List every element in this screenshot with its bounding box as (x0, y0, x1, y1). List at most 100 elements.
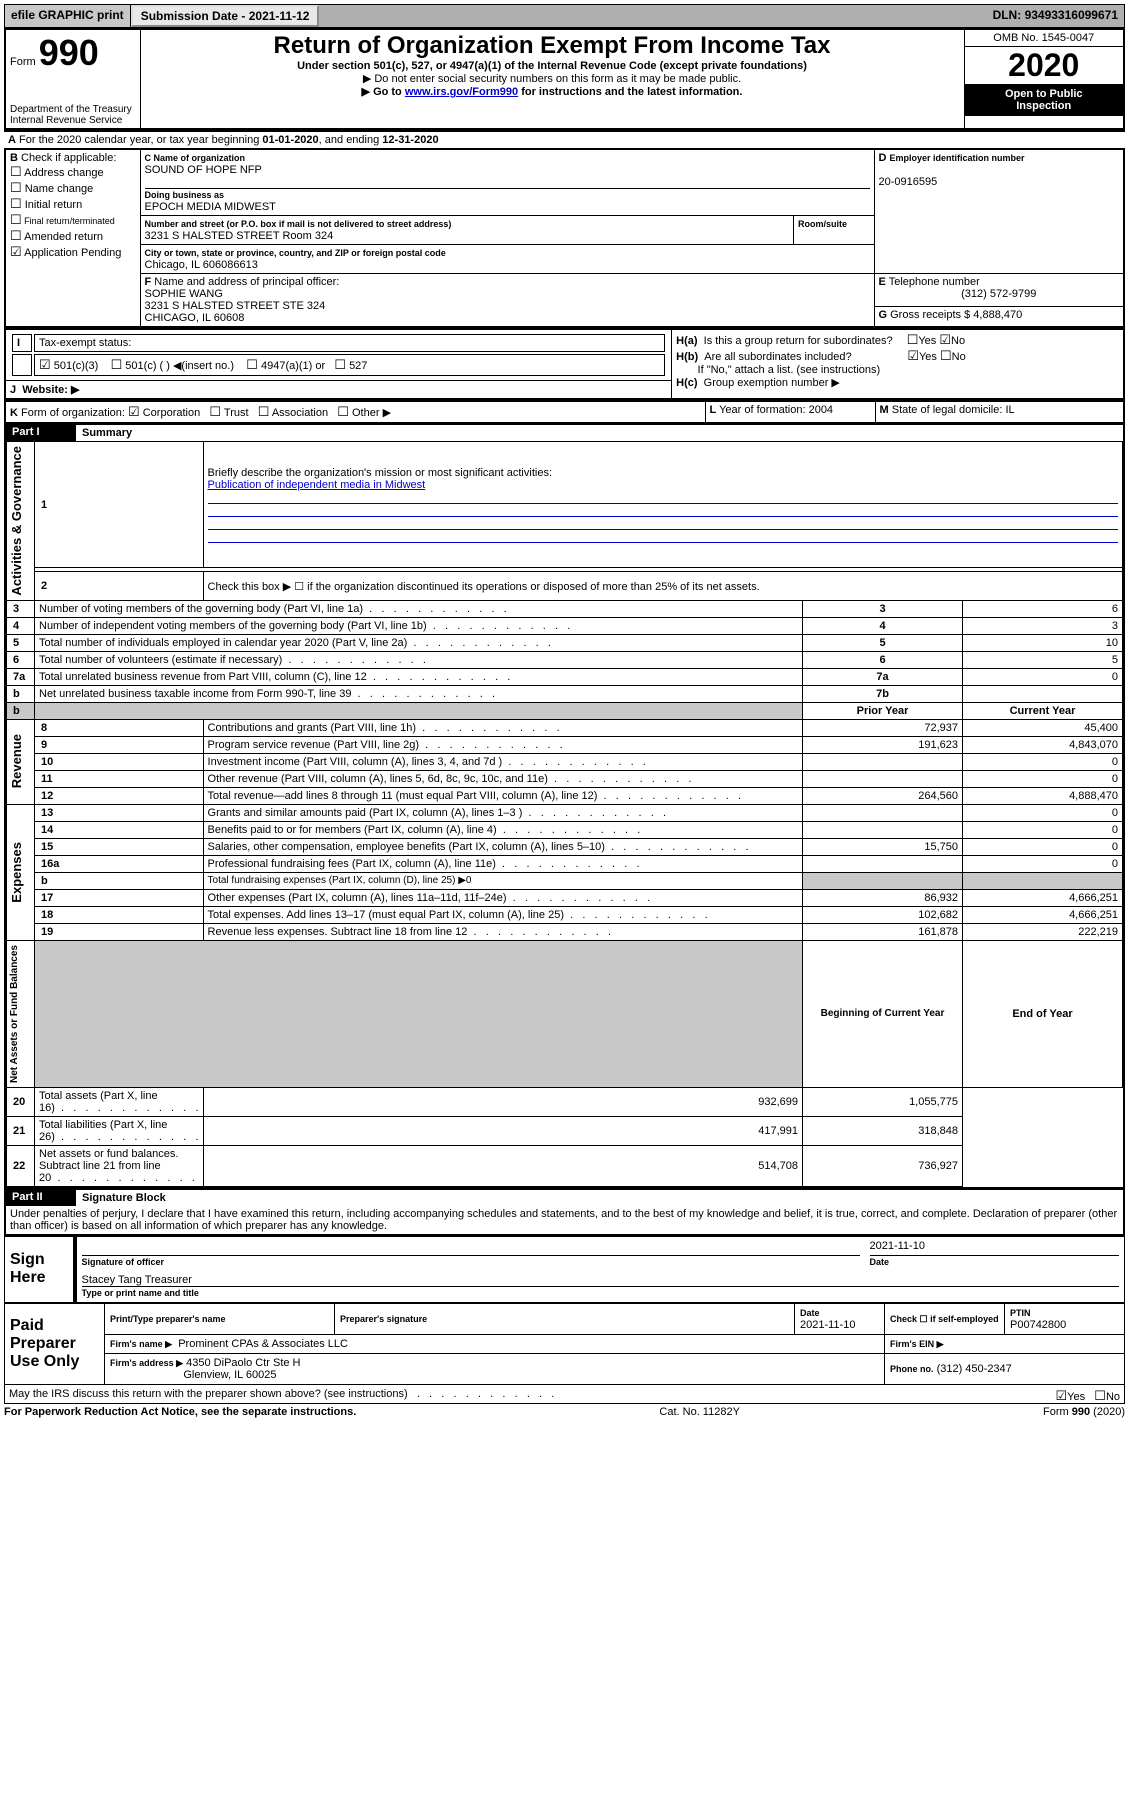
check-527[interactable] (334, 357, 346, 372)
hb-yes[interactable] (907, 348, 919, 363)
col-prior: Prior Year (803, 702, 963, 719)
dba-label: Doing business as (145, 190, 225, 200)
part2-header: Part II (6, 1189, 76, 1206)
firm-addr-label: Firm's address ▶ (110, 1358, 183, 1368)
phone-label: Telephone number (889, 276, 980, 288)
officer-addr1: 3231 S HALSTED STREET STE 324 (145, 300, 326, 312)
col-begin: Beginning of Current Year (803, 940, 963, 1087)
year-formation: 2004 (809, 404, 833, 416)
room-label: Room/suite (798, 219, 847, 229)
gross-label: Gross receipts $ (890, 309, 970, 321)
firm-phone-label: Phone no. (890, 1364, 934, 1374)
firm-phone: (312) 450-2347 (937, 1363, 1012, 1375)
ein-value: 20-0916595 (879, 176, 938, 188)
officer-addr2: CHICAGO, IL 60608 (145, 312, 245, 324)
check-application-pending[interactable] (10, 244, 22, 259)
preparer-block: Paid Preparer Use Only Print/Type prepar… (4, 1303, 1125, 1385)
signature-block: Sign Here Signature of officer 2021-11-1… (4, 1236, 1125, 1303)
q1-label: Briefly describe the organization's miss… (208, 467, 552, 479)
vert-netassets: Net Assets or Fund Balances (7, 941, 22, 1087)
hb-note: If "No," attach a list. (see instruction… (698, 364, 881, 376)
h-block: I Tax-exempt status: 501(c)(3) 501(c) ( … (4, 328, 1125, 400)
tax-year-line: A For the 2020 calendar year, or tax yea… (4, 130, 1125, 148)
firm-name: Prominent CPAs & Associates LLC (178, 1338, 348, 1350)
part2-title: Signature Block (76, 1189, 1123, 1206)
check-address-change[interactable] (10, 164, 22, 179)
ha-no[interactable] (939, 332, 951, 347)
q2-text: Check this box ▶ ☐ if the organization d… (203, 572, 1122, 600)
footer-mid: Cat. No. 11282Y (659, 1406, 740, 1418)
hb-no[interactable] (940, 348, 952, 363)
tax-status-label: Tax-exempt status: (34, 334, 665, 352)
hb-label: Are all subordinates included? (704, 351, 904, 363)
date-label: Date (870, 1257, 890, 1267)
sig-name: Stacey Tang Treasurer (82, 1274, 1120, 1287)
state-domicile: IL (1005, 404, 1014, 416)
check-initial-return[interactable] (10, 196, 22, 211)
check-501c3[interactable] (39, 357, 51, 372)
form-title: Return of Organization Exempt From Incom… (145, 32, 960, 60)
firm-name-label: Firm's name ▶ (110, 1339, 172, 1349)
col-current: Current Year (963, 702, 1123, 719)
org-name: SOUND OF HOPE NFP (145, 164, 262, 176)
col-end: End of Year (963, 940, 1123, 1087)
check-trust[interactable] (209, 404, 221, 419)
firm-addr1: 4350 DiPaolo Ctr Ste H (186, 1357, 300, 1369)
l-label: Year of formation: (719, 404, 805, 416)
vert-governance: Activities & Governance (7, 442, 26, 600)
firm-addr2: Glenview, IL 60025 (183, 1369, 276, 1381)
footer-right: Form 990 (2020) (1043, 1406, 1125, 1418)
firm-ein-label: Firm's EIN ▶ (890, 1339, 944, 1349)
ein-label: Employer identification number (890, 153, 1025, 163)
open-public: Open to PublicInspection (965, 84, 1124, 116)
check-corp[interactable] (128, 404, 140, 419)
check-final-return[interactable] (10, 212, 22, 227)
klm-block: K Form of organization: Corporation Trus… (4, 400, 1125, 424)
check-name-change[interactable] (10, 180, 22, 195)
check-501c[interactable] (111, 357, 123, 372)
k-label: Form of organization: (21, 407, 125, 419)
check-other[interactable] (337, 404, 349, 419)
discuss-yes[interactable] (1056, 1388, 1068, 1403)
sig-officer-label: Signature of officer (82, 1257, 165, 1267)
sign-here-label: Sign Here (10, 1251, 46, 1286)
efile-label[interactable]: efile GRAPHIC print (5, 5, 131, 27)
street-label: Number and street (or P.O. box if mail i… (145, 219, 452, 229)
hc-label: Group exemption number ▶ (704, 377, 840, 389)
check-4947[interactable] (246, 357, 258, 372)
sig-date: 2021-11-10 (870, 1240, 1120, 1256)
tax-year: 2020 (965, 47, 1124, 84)
city-label: City or town, state or province, country… (145, 248, 446, 258)
officer-name: SOPHIE WANG (145, 288, 223, 300)
omb-no: OMB No. 1545-0047 (965, 30, 1124, 47)
form-subtitle: Under section 501(c), 527, or 4947(a)(1)… (145, 60, 960, 72)
discuss-row: May the IRS discuss this return with the… (4, 1385, 1125, 1404)
sig-name-label: Type or print name and title (82, 1288, 199, 1298)
check-amended[interactable] (10, 228, 22, 243)
org-info-block: B Check if applicable: Address change Na… (4, 148, 1125, 328)
part2: Part II Signature Block Under penalties … (4, 1189, 1125, 1236)
note-ssn: ▶ Do not enter social security numbers o… (145, 72, 960, 85)
form-number: 990 (39, 32, 99, 73)
paid-preparer-label: Paid Preparer Use Only (10, 1317, 79, 1370)
ha-label: Is this a group return for subordinates? (704, 335, 904, 347)
form-header: Form 990 Department of the Treasury Inte… (4, 28, 1125, 130)
irs-label: Internal Revenue Service (10, 115, 136, 126)
pp-date-label: Date (800, 1308, 820, 1318)
dba-name: EPOCH MEDIA MIDWEST (145, 201, 276, 213)
pp-check[interactable]: Check ☐ if self-employed (890, 1314, 999, 1324)
dept-treasury: Department of the Treasury (10, 104, 136, 115)
form990-link[interactable]: www.irs.gov/Form990 (405, 86, 518, 98)
ha-yes[interactable] (907, 332, 919, 347)
officer-label: Name and address of principal officer: (154, 276, 339, 288)
ptin-label: PTIN (1010, 1308, 1031, 1318)
website-label: Website: ▶ (22, 384, 79, 396)
phone-value: (312) 572-9799 (879, 288, 1120, 300)
mission-text[interactable]: Publication of independent media in Midw… (208, 479, 426, 491)
check-assoc[interactable] (258, 404, 270, 419)
dln: DLN: 93493316099671 (987, 5, 1124, 27)
part1-header: Part I (6, 424, 76, 441)
topbar: efile GRAPHIC print Submission Date - 20… (4, 4, 1125, 28)
b-label: Check if applicable: (21, 152, 116, 164)
discuss-no[interactable] (1094, 1388, 1106, 1403)
